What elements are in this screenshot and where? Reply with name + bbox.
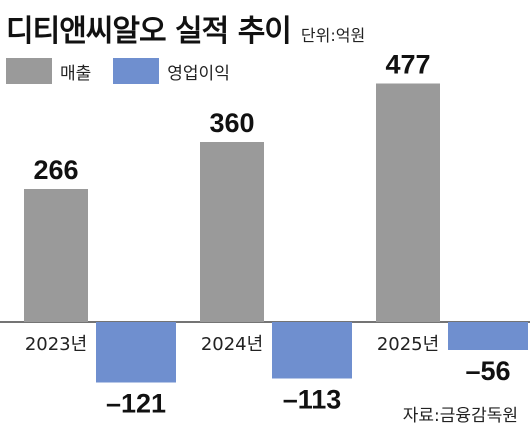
legend-swatch-op-income	[113, 58, 160, 84]
data-label-revenue: 477	[385, 50, 430, 80]
data-label-op-income: –56	[465, 356, 510, 386]
legend: 매출 영업이익	[6, 58, 252, 84]
bar-op-income	[96, 322, 176, 383]
legend-swatch-revenue	[6, 58, 52, 84]
legend-label-op-income: 영업이익	[167, 63, 230, 84]
x-tick-label: 2025년	[377, 334, 439, 355]
data-label-op-income: –113	[283, 385, 342, 415]
legend-item-op-income: 영업이익	[113, 58, 230, 84]
chart-title: 디티앤씨알오 실적 추이	[6, 14, 292, 49]
bar-revenue	[376, 83, 440, 322]
x-tick-label: 2023년	[25, 334, 87, 355]
data-label-revenue: 266	[33, 155, 78, 185]
data-label-revenue: 360	[209, 108, 254, 138]
legend-item-revenue: 매출	[6, 58, 91, 84]
bar-revenue	[200, 142, 264, 322]
data-label-op-income: –121	[106, 389, 166, 419]
x-tick-label: 2024년	[201, 334, 263, 355]
title-row: 디티앤씨알오 실적 추이 단위:억원	[6, 6, 366, 49]
bar-op-income	[272, 322, 352, 379]
bar-revenue	[24, 189, 88, 322]
source-note: 자료:금융감독원	[402, 406, 518, 426]
unit-label: 단위:억원	[300, 26, 366, 45]
legend-label-revenue: 매출	[60, 63, 92, 84]
bar-op-income	[448, 322, 528, 350]
